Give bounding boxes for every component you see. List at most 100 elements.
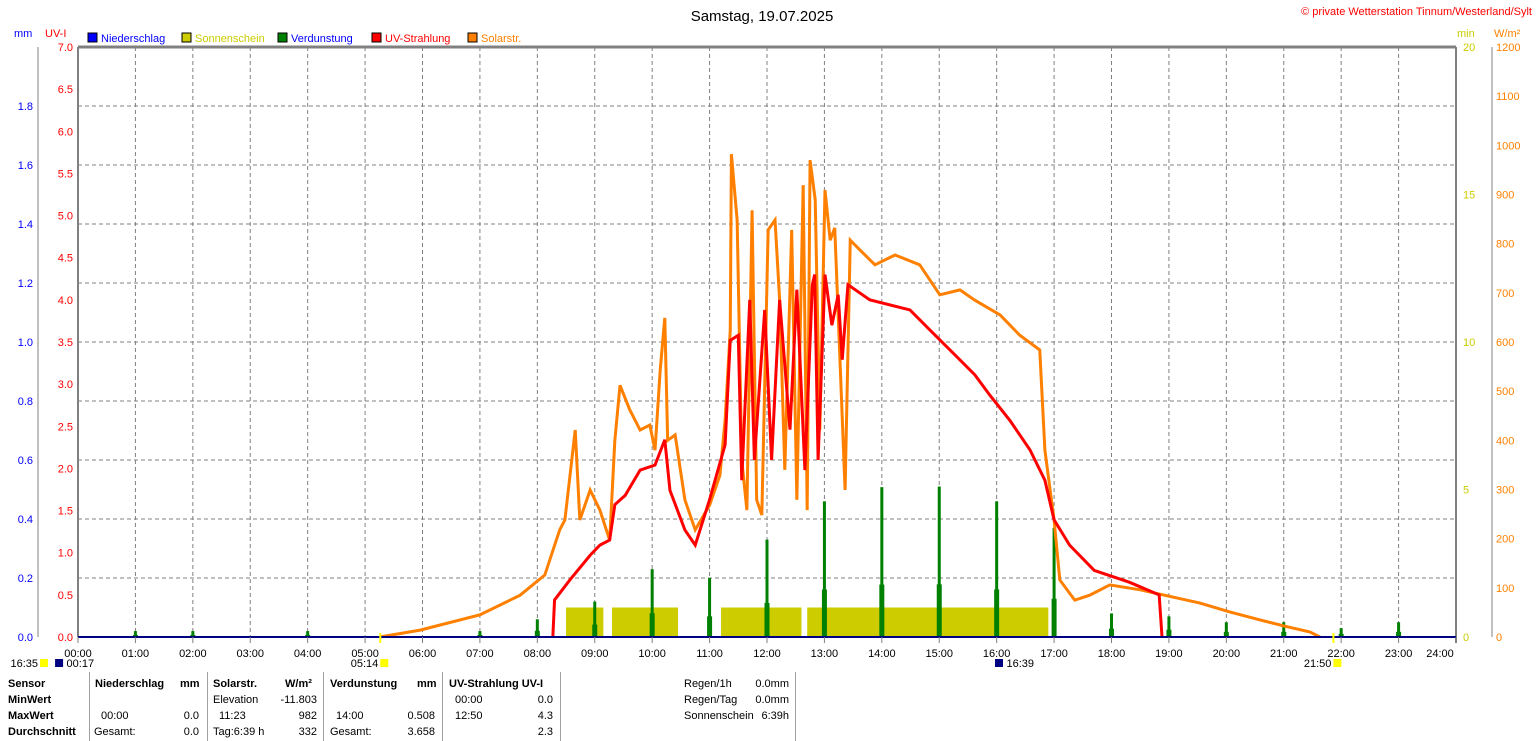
x-tick-label: 01:00 bbox=[122, 648, 150, 660]
uv-tick-label: 0.0 bbox=[58, 632, 73, 644]
sunshine-bar bbox=[611, 607, 679, 637]
wm2-tick-label: 1100 bbox=[1496, 91, 1520, 103]
x-tick-label: 22:00 bbox=[1327, 648, 1355, 660]
header-niederschlag: Niederschlag bbox=[95, 678, 165, 690]
astro-time-label: 05:14 bbox=[351, 658, 379, 670]
uv-series-line bbox=[551, 274, 1164, 638]
min-solar-time: Elevation bbox=[213, 694, 259, 706]
x-tick-label: 02:00 bbox=[179, 648, 207, 660]
evaporation-bar bbox=[937, 486, 941, 637]
evaporation-bar-base bbox=[649, 613, 655, 637]
min-tick-label: 10 bbox=[1463, 337, 1475, 349]
min-uv-time: 00:00 bbox=[455, 694, 483, 706]
avg-uv-val: 2.3 bbox=[537, 726, 553, 738]
evaporation-bar bbox=[1110, 613, 1113, 637]
astro-markers: 16:35 00:17 05:14 16:39 21:50 bbox=[10, 633, 1342, 670]
min-tick-label: 5 bbox=[1463, 485, 1469, 497]
x-tick-label: 20:00 bbox=[1213, 648, 1241, 660]
legend-label-uv-strahlung: UV-Strahlung bbox=[385, 33, 450, 45]
mm-tick-label: 1.4 bbox=[18, 219, 33, 231]
max-solar-time: 11:23 bbox=[219, 710, 246, 722]
evaporation-bar bbox=[1167, 616, 1171, 637]
x-tick-label: 15:00 bbox=[925, 648, 953, 660]
wm2-tick-label: 0 bbox=[1496, 632, 1502, 644]
avg-verd-val: 3.658 bbox=[407, 726, 435, 738]
wm2-tick-label: 900 bbox=[1496, 190, 1514, 202]
mm-tick-label: 1.6 bbox=[18, 160, 33, 172]
min-tick-label: 0 bbox=[1463, 632, 1469, 644]
astro-time-label: 16:39 bbox=[1006, 658, 1034, 670]
evaporation-bar-base bbox=[1109, 628, 1114, 637]
evaporation-bar-base bbox=[1051, 598, 1057, 637]
header-nied-unit: mm bbox=[180, 678, 200, 690]
avg-verd-time: Gesamt: bbox=[330, 726, 372, 738]
wm2-tick-label: 200 bbox=[1496, 534, 1514, 546]
min-axis-label: min bbox=[1457, 28, 1475, 40]
evaporation-bar-base bbox=[190, 634, 196, 637]
evaporation-bar bbox=[1224, 622, 1228, 637]
max-verd-time: 14:00 bbox=[336, 710, 364, 722]
evaporation-bar bbox=[1052, 527, 1056, 637]
wm2-tick-label: 300 bbox=[1496, 485, 1514, 497]
uv-tick-label: 1.5 bbox=[58, 506, 73, 518]
mm-tick-label: 0.2 bbox=[18, 573, 33, 585]
evaporation-bar-base bbox=[707, 616, 713, 637]
x-tick-label: 18:00 bbox=[1098, 648, 1126, 660]
uv-tick-label: 4.0 bbox=[58, 295, 73, 307]
legend-label-sonnenschein: Sonnenschein bbox=[195, 33, 265, 45]
summary-sonnenschein-label: Sonnenschein bbox=[684, 710, 754, 722]
evaporation-bar bbox=[535, 619, 539, 637]
summary-regen-tag-label: Regen/Tag bbox=[684, 694, 738, 706]
evaporation-bar bbox=[880, 487, 884, 637]
sunshine-bar bbox=[721, 607, 802, 637]
summary-table: Sensor Niederschlag mm Solarstr. W/m² Ve… bbox=[0, 672, 1536, 741]
min-tick-label: 20 bbox=[1463, 42, 1475, 54]
wm2-tick-label: 400 bbox=[1496, 435, 1514, 447]
row-avg-label: Durchschnitt bbox=[8, 726, 76, 738]
max-nied-time: 00:00 bbox=[101, 710, 129, 722]
uv-tick-label: 5.5 bbox=[58, 168, 73, 180]
evaporation-bar-base bbox=[879, 584, 885, 637]
evaporation-bar-base bbox=[1281, 631, 1287, 637]
x-tick-label: 23:00 bbox=[1385, 648, 1413, 660]
x-tick-label: 11:00 bbox=[696, 648, 723, 660]
moon-icon bbox=[40, 659, 48, 667]
evaporation-bar bbox=[1397, 622, 1401, 637]
mm-tick-label: 1.8 bbox=[18, 101, 33, 113]
uv-tick-label: 5.0 bbox=[58, 211, 73, 223]
mm-tick-label: 0.4 bbox=[18, 514, 33, 526]
mm-tick-label: 1.0 bbox=[18, 337, 33, 349]
x-tick-label: 13:00 bbox=[811, 648, 839, 660]
legend-label-verdunstung: Verdunstung bbox=[291, 33, 353, 45]
summary-regen-1h-value: 0.0mm bbox=[755, 678, 789, 690]
max-verd-val: 0.508 bbox=[407, 710, 435, 722]
evaporation-bar bbox=[133, 631, 137, 637]
summary-sonnenschein-value: 6:39h bbox=[761, 710, 789, 722]
x-tick-label: 03:00 bbox=[236, 648, 264, 660]
x-tick-label: 21:00 bbox=[1270, 648, 1298, 660]
wm2-tick-label: 500 bbox=[1496, 386, 1514, 398]
uv-tick-label: 2.0 bbox=[58, 463, 73, 475]
header-uv: UV-Strahlung UV-I bbox=[449, 678, 544, 690]
x-tick-label: 05:00 bbox=[351, 648, 379, 660]
uv-tick-label: 0.5 bbox=[58, 590, 73, 602]
evaporation-bar-base bbox=[1338, 633, 1344, 637]
evaporation-bar bbox=[306, 631, 310, 637]
uv-tick-label: 3.0 bbox=[58, 379, 73, 391]
min-tick-label: 15 bbox=[1463, 190, 1475, 202]
wm2-tick-label: 1200 bbox=[1496, 42, 1520, 54]
legend-label-niederschlag: Niederschlag bbox=[101, 33, 165, 45]
max-uv-time: 12:50 bbox=[455, 710, 483, 722]
mm-tick-label: 0.0 bbox=[18, 632, 33, 644]
sunshine-bar bbox=[807, 607, 1049, 637]
mm-axis-label: mm bbox=[14, 28, 32, 40]
wm2-axis-label: W/m² bbox=[1494, 28, 1521, 40]
summary-regen-tag-value: 0.0mm bbox=[755, 694, 789, 706]
x-tick-label: 00:00 bbox=[64, 648, 92, 660]
sunshine-bar bbox=[566, 607, 604, 637]
max-uv-val: 4.3 bbox=[537, 710, 553, 722]
evaporation-bar bbox=[822, 501, 826, 637]
legend-swatch-sonnenschein bbox=[181, 32, 192, 43]
evaporation-bar-base bbox=[132, 634, 138, 637]
uv-tick-label: 4.5 bbox=[58, 253, 73, 265]
